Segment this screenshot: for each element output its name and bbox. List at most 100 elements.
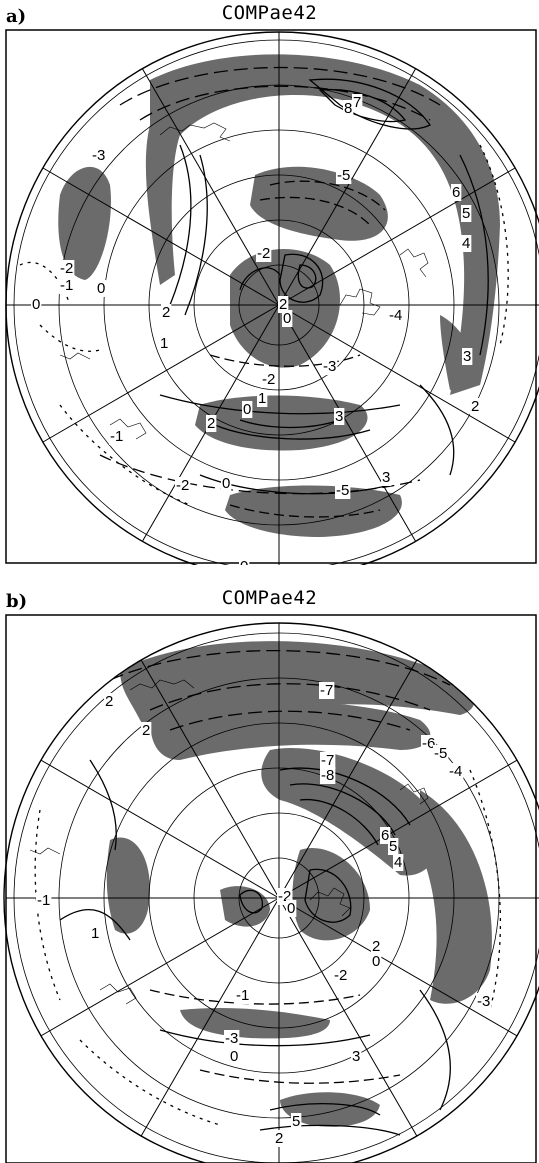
contour-label: -3 (477, 993, 490, 1010)
contour-label-group: 2 -7 2 -6 -5 -4 -7 -8 6 5 4 -1 1 -2 0 2 … (36, 682, 492, 1147)
contour-label: 2 (471, 398, 479, 415)
contour-label: 3 (352, 1048, 360, 1065)
contour-label-bg (36, 892, 52, 909)
contour-label: -2 (262, 371, 275, 388)
contour-label: 4 (462, 235, 470, 252)
contour-label: 2 (105, 693, 113, 710)
contour-label: 7 (353, 94, 361, 111)
contour-label-group: -3 8 7 -5 6 5 4 -2 -1 0 0 2 -2 2 0 1 -4 … (31, 94, 481, 565)
panel-a: a) COMPae42 (0, 0, 539, 565)
contour-label: -4 (449, 763, 462, 780)
coastlines (29, 679, 429, 1005)
contour-label-bg (380, 827, 391, 844)
contour-label-bg (461, 205, 472, 222)
contour-label-bg (320, 752, 336, 769)
contour-label-bg (335, 482, 351, 499)
contour-label-bg (175, 477, 191, 494)
contour-label: 8 (344, 100, 352, 117)
contour-label: 0 (222, 475, 230, 492)
contour-label: -1 (236, 987, 249, 1004)
contour-label: -3 (225, 1030, 238, 1047)
contour-label-bg (141, 722, 152, 739)
contour-label: 0 (372, 953, 380, 970)
contour-label-bg (371, 938, 382, 955)
contour-label: 2 (207, 415, 215, 432)
polar-map: 2 -7 2 -6 -5 -4 -7 -8 6 5 4 -1 1 -2 0 2 … (3, 614, 539, 1163)
contour-label: 0 (287, 900, 295, 917)
contour-label-bg (421, 735, 437, 752)
contour-label-bg (239, 558, 250, 565)
contour-label-bg (352, 94, 363, 111)
contour-label-bg (96, 280, 107, 297)
contour-label-bg (109, 428, 125, 445)
contour-label: -2 (60, 260, 73, 277)
contour-label-bg (461, 235, 472, 252)
contour-label-bg (371, 953, 382, 970)
contour-label: 0 (230, 1048, 238, 1065)
contour-label: -3 (92, 147, 105, 164)
contour-label-bg (462, 348, 473, 365)
contour-label: -5 (337, 167, 350, 184)
panel-title: COMPae42 (221, 2, 318, 24)
contour-label-bg (261, 371, 277, 388)
contour-label: -7 (321, 752, 334, 769)
contour-label-bg (448, 763, 464, 780)
panel-letter: a) (6, 6, 27, 27)
contour-lines (19, 66, 509, 518)
contour-label-bg (322, 358, 338, 375)
contour-label: 5 (389, 838, 397, 855)
contour-label: -5 (336, 482, 349, 499)
contour-label: 0 (243, 401, 251, 418)
contour-label-bg (224, 1030, 240, 1047)
contour-label: -2 (334, 967, 347, 984)
contour-label-bg (451, 184, 462, 201)
contour-label-bg (242, 401, 253, 418)
contour-label-bg (31, 296, 42, 313)
contour-label-bg (90, 925, 101, 942)
contour-label: 2 (372, 938, 380, 955)
contour-label-bg (319, 682, 335, 699)
contour-label-bg (59, 260, 75, 277)
contour-label: 1 (91, 925, 99, 942)
contour-label-bg (159, 335, 170, 352)
contour-label: 5 (292, 1113, 300, 1130)
contour-label-bg (381, 469, 392, 486)
contour-label: 1 (160, 335, 168, 352)
contour-label-bg (433, 745, 449, 762)
contour-label: 0 (240, 558, 248, 565)
contour-label: 6 (381, 827, 389, 844)
contour-label-bg (343, 100, 354, 117)
contour-label: -5 (434, 745, 447, 762)
contour-label-bg (278, 296, 289, 313)
contour-label: -2 (257, 245, 270, 262)
contour-label-bg (320, 767, 336, 784)
polar-map: -3 8 7 -5 6 5 4 -2 -1 0 0 2 -2 2 0 1 -4 … (5, 29, 539, 565)
contour-label-bg (206, 415, 217, 432)
contour-label-bg (476, 993, 492, 1010)
contour-label: -6 (422, 735, 435, 752)
contour-label: 5 (462, 205, 470, 222)
panel-title: COMPae42 (221, 587, 318, 609)
contour-label: 2 (275, 1130, 283, 1147)
meridians (6, 623, 539, 1163)
contour-label-bg (161, 304, 172, 321)
contour-label-bg (291, 1113, 302, 1130)
contour-label-bg (257, 390, 268, 407)
contour-label-bg (229, 1048, 240, 1065)
contour-label: 4 (394, 854, 402, 871)
contour-label-bg (221, 475, 232, 492)
coastlines (59, 122, 429, 440)
contour-label-bg (470, 398, 481, 415)
contour-label: -1 (60, 277, 73, 294)
contour-label-bg (91, 147, 107, 164)
contour-label: -4 (389, 307, 402, 324)
panel-letter: b) (6, 591, 28, 612)
contour-label-bg (256, 245, 272, 262)
contour-label-bg (59, 277, 75, 294)
contour-label: 2 (279, 296, 287, 313)
contour-label-bg (351, 1048, 362, 1065)
contour-label: 2 (142, 722, 150, 739)
contour-label: -2 (176, 477, 189, 494)
contour-label-bg (388, 838, 399, 855)
contour-label: 0 (283, 310, 291, 327)
